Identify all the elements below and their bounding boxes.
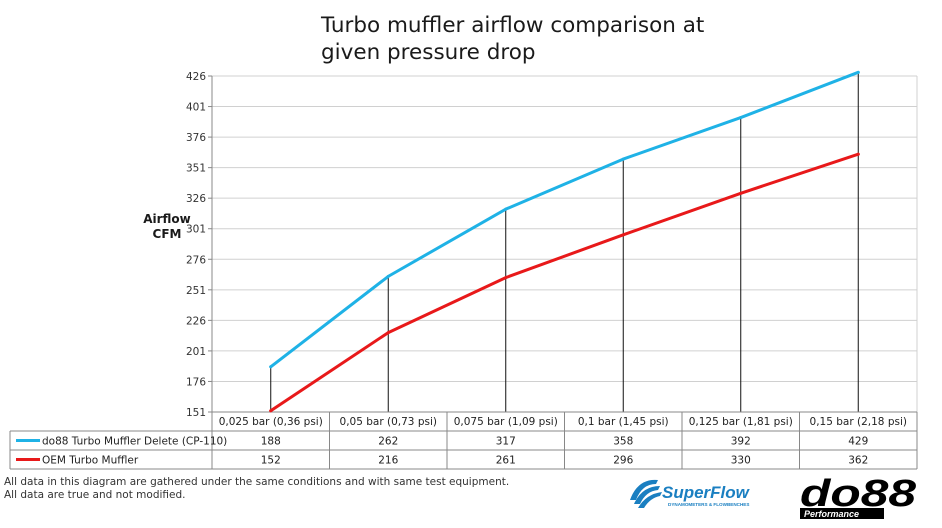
y-axis-label: Airflow CFM xyxy=(140,212,194,242)
y-axis-label-line-2: CFM xyxy=(152,227,182,241)
chart-title-line-2: given pressure drop xyxy=(321,40,536,65)
grid-layer: 151 176 201 226 251 276 301 326 351 376 401 426 xyxy=(186,71,918,419)
data-value-label: 216 xyxy=(378,455,398,467)
y-tick-label: 326 xyxy=(186,193,206,205)
data-value-label: 392 xyxy=(731,436,751,448)
data-value-label: 296 xyxy=(613,455,633,467)
data-value-label: 262 xyxy=(378,436,398,448)
data-point xyxy=(386,331,390,335)
footnote-2: All data are true and not modified. xyxy=(4,489,186,501)
data-point xyxy=(621,157,625,161)
legend-label: do88 Turbo Muffler Delete (CP-110) xyxy=(42,436,227,448)
x-category-label: 0,025 bar (0,36 psi) xyxy=(219,416,323,428)
chart-title-line-1: Turbo muffler airflow comparison at xyxy=(321,13,705,38)
data-point xyxy=(739,191,743,195)
data-value-label: 330 xyxy=(731,455,751,467)
line-chart: 151 176 201 226 251 276 301 326 351 376 401 426 0,0… xyxy=(9,70,918,470)
y-tick-label: 201 xyxy=(186,346,206,358)
data-value-label: 188 xyxy=(261,436,281,448)
y-tick-label: 351 xyxy=(186,163,206,175)
y-tick-label: 401 xyxy=(186,102,206,114)
data-value-label: 358 xyxy=(613,436,633,448)
data-point xyxy=(386,274,390,278)
y-axis-label-line-1: Airflow xyxy=(143,212,191,226)
data-point xyxy=(621,233,625,237)
series-layer xyxy=(269,70,860,413)
footnotes: All data in this diagram are gathered un… xyxy=(4,476,509,502)
legend-label: OEM Turbo Muffler xyxy=(42,455,139,467)
footnote-1: All data in this diagram are gathered un… xyxy=(4,476,510,488)
data-value-label: 261 xyxy=(496,455,516,467)
y-tick-label: 276 xyxy=(186,254,206,266)
series-line xyxy=(269,70,860,369)
data-point xyxy=(269,365,273,369)
series-line xyxy=(269,152,860,413)
y-tick-label: 226 xyxy=(186,315,206,327)
superflow-logo-tagline: DYNAMOMETERS & FLOWBENCHES xyxy=(668,502,749,507)
data-point xyxy=(504,276,508,280)
x-category-label: 0,125 bar (1,81 psi) xyxy=(689,416,793,428)
data-value-label: 429 xyxy=(848,436,868,448)
x-category-label: 0,05 bar (0,73 psi) xyxy=(340,416,437,428)
data-point xyxy=(856,70,860,74)
y-tick-label: 301 xyxy=(186,224,206,236)
do88-logo-tagline: Performance xyxy=(804,509,859,519)
data-value-label: 317 xyxy=(496,436,516,448)
superflow-logo: SuperFlow DYNAMOMETERS & FLOWBENCHES xyxy=(630,479,751,508)
y-tick-label: 176 xyxy=(186,376,206,388)
data-value-label: 362 xyxy=(848,455,868,467)
y-tick-label: 151 xyxy=(186,407,206,419)
superflow-logo-text: SuperFlow xyxy=(662,483,751,502)
drop-lines-layer xyxy=(270,72,859,412)
x-category-label: 0,1 bar (1,45 psi) xyxy=(578,416,669,428)
chart-title: Turbo muffler airflow comparison at give… xyxy=(321,12,704,66)
data-value-label: 152 xyxy=(261,455,281,467)
data-point xyxy=(504,207,508,211)
y-tick-label: 251 xyxy=(186,285,206,297)
data-point xyxy=(269,409,273,413)
do88-logo: do88 Performance xyxy=(800,473,917,519)
x-category-label: 0,15 bar (2,18 psi) xyxy=(810,416,907,428)
data-table: 0,025 bar (0,36 psi) 0,05 bar (0,73 psi) 0… xyxy=(9,411,918,470)
y-tick-label: 426 xyxy=(186,71,206,83)
y-tick-label: 376 xyxy=(186,132,206,144)
data-point xyxy=(856,152,860,156)
x-category-label: 0,075 bar (1,09 psi) xyxy=(454,416,558,428)
data-point xyxy=(739,116,743,120)
superflow-swoosh-icon xyxy=(630,479,662,508)
